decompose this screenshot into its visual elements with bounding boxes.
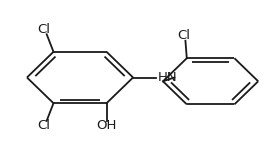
Text: Cl: Cl [37, 119, 50, 132]
Text: Cl: Cl [37, 23, 50, 36]
Text: HN: HN [158, 71, 177, 84]
Text: Cl: Cl [178, 29, 191, 42]
Text: OH: OH [96, 119, 117, 132]
